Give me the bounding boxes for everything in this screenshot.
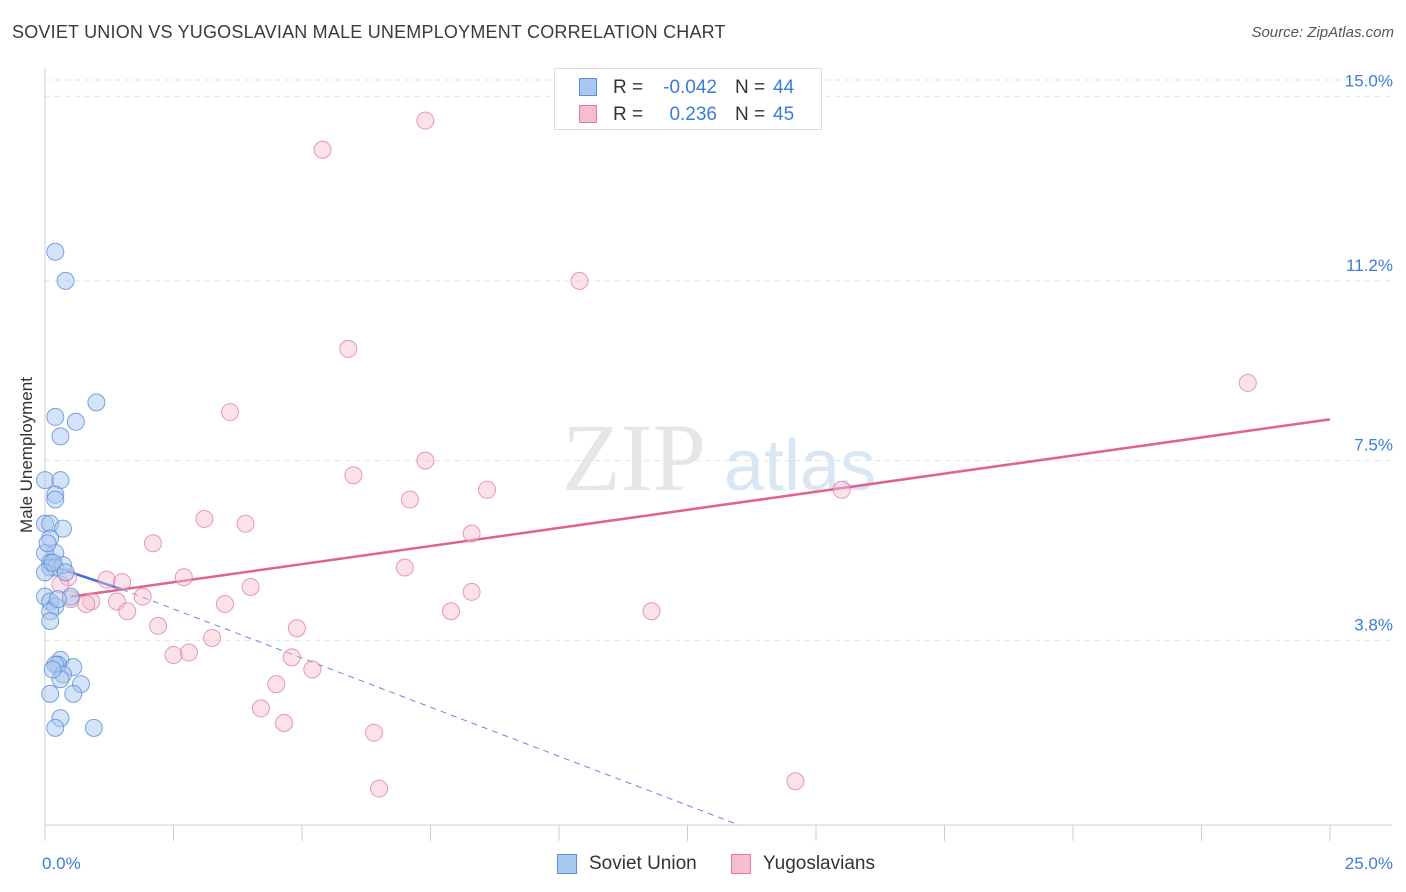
yugoslavians-point — [462, 582, 481, 601]
yugoslavians-point — [478, 480, 497, 499]
r-label: R = — [613, 77, 644, 98]
yugoslavians-point — [113, 573, 132, 592]
yugoslavians-point — [215, 594, 234, 613]
yugoslavians-swatch — [579, 105, 597, 123]
yugoslavians-point — [339, 339, 358, 358]
yugoslavians-point — [195, 509, 214, 528]
soviet-union-point — [48, 590, 67, 609]
r-value: 0.236 — [669, 104, 717, 125]
yugoslavians-point — [344, 466, 363, 485]
yugoslavians-point — [149, 616, 168, 635]
yugoslavians-point — [179, 643, 198, 662]
soviet-union-point — [87, 393, 106, 412]
yugoslavians-point — [370, 779, 389, 798]
yugoslavians-point — [364, 723, 383, 742]
x-tick-label: 25.0% — [1345, 854, 1393, 873]
yugoslavians-point — [313, 140, 332, 159]
yugoslavians-point — [395, 558, 414, 577]
legend-row-soviet: R = -0.042 N = 44 — [555, 75, 821, 101]
yugoslavians-label: Yugoslavians — [763, 853, 875, 874]
yugoslavians-point — [462, 524, 481, 543]
soviet-union-trend-extension — [121, 588, 740, 826]
yugoslavians-point — [174, 568, 193, 587]
yugoslavians-point — [287, 619, 306, 638]
yugoslavians-point — [236, 514, 255, 533]
yugoslavians-point — [303, 660, 322, 679]
soviet-union-point — [38, 534, 57, 553]
yugoslavians-swatch — [731, 854, 751, 874]
stats-legend: R = -0.042 N = 44 R = 0.236 N = 45 — [554, 68, 822, 130]
yugoslavians-point — [832, 480, 851, 499]
n-label: N = — [735, 104, 766, 125]
soviet-union-point — [56, 271, 75, 290]
x-tick-label: 0.0% — [42, 854, 81, 873]
y-tick-label: 3.8% — [1354, 615, 1393, 634]
soviet-union-point — [43, 553, 62, 572]
y-tick-label: 7.5% — [1354, 436, 1393, 455]
yugoslavians-point — [1238, 373, 1257, 392]
yugoslavians-point — [267, 675, 286, 694]
yugoslavians-point — [143, 534, 162, 553]
yugoslavians-point — [642, 602, 661, 621]
soviet-union-point — [43, 660, 62, 679]
soviet-union-point — [84, 718, 103, 737]
soviet-union-point — [66, 412, 85, 431]
y-tick-label: 11.2% — [1346, 256, 1393, 275]
n-label: N = — [735, 77, 766, 98]
watermark-atlas: atlas — [724, 426, 876, 506]
yugoslavians-point — [203, 628, 222, 647]
soviet-union-point — [41, 684, 60, 703]
soviet-union-point — [46, 242, 65, 261]
r-value: -0.042 — [663, 77, 717, 98]
chart-title: SOVIET UNION VS YUGOSLAVIAN MALE UNEMPLO… — [12, 22, 726, 42]
tick-labels: 3.8% 7.5% 11.2% 15.0% 0.0% 25.0% — [42, 71, 1393, 873]
soviet-union-point — [53, 519, 72, 538]
source-label: Source: ZipAtlas.com — [1251, 24, 1394, 41]
yugoslavians-point — [786, 772, 805, 791]
axes — [44, 68, 1392, 841]
yugoslavians-point — [118, 602, 137, 621]
soviet-union-point — [41, 611, 60, 630]
yugoslavians-point — [282, 648, 301, 667]
yugoslavians-point — [77, 594, 96, 613]
yugoslavians-point — [570, 271, 589, 290]
yugoslavians-point — [251, 699, 270, 718]
points — [36, 111, 1257, 798]
yugoslavians-trend-line — [70, 418, 1331, 598]
yugoslavians-point — [164, 645, 183, 664]
yugoslavians-point — [416, 111, 435, 130]
yugoslavians-point — [133, 587, 152, 606]
yugoslavians-point — [400, 490, 419, 509]
yugoslavians-point — [221, 403, 240, 422]
yugoslavians-point — [275, 713, 294, 732]
soviet-union-point — [56, 563, 75, 582]
soviet-union-point — [64, 684, 83, 703]
yugoslavians-point — [97, 570, 116, 589]
yugoslavians-point — [442, 602, 461, 621]
soviet-union-point — [36, 471, 54, 490]
soviet-union-point — [51, 427, 70, 446]
grid — [45, 79, 1392, 641]
yugoslavians-point — [82, 592, 101, 611]
y-tick-label: 15.0% — [1345, 71, 1393, 90]
legend-row-yugoslavians: R = 0.236 N = 45 — [555, 102, 821, 128]
n-value: 44 — [773, 77, 795, 98]
soviet-union-point — [46, 718, 65, 737]
yugoslavians-point — [416, 451, 435, 470]
soviet-union-point — [46, 407, 65, 426]
n-value: 45 — [773, 104, 795, 125]
yugoslavians-point — [241, 577, 260, 596]
soviet-union-label: Soviet Union — [589, 853, 697, 874]
r-label: R = — [613, 104, 644, 125]
soviet-union-point — [46, 490, 65, 509]
soviet-swatch — [579, 78, 597, 96]
watermark-zip: ZIP — [562, 404, 706, 511]
soviet-union-swatch — [557, 854, 577, 874]
